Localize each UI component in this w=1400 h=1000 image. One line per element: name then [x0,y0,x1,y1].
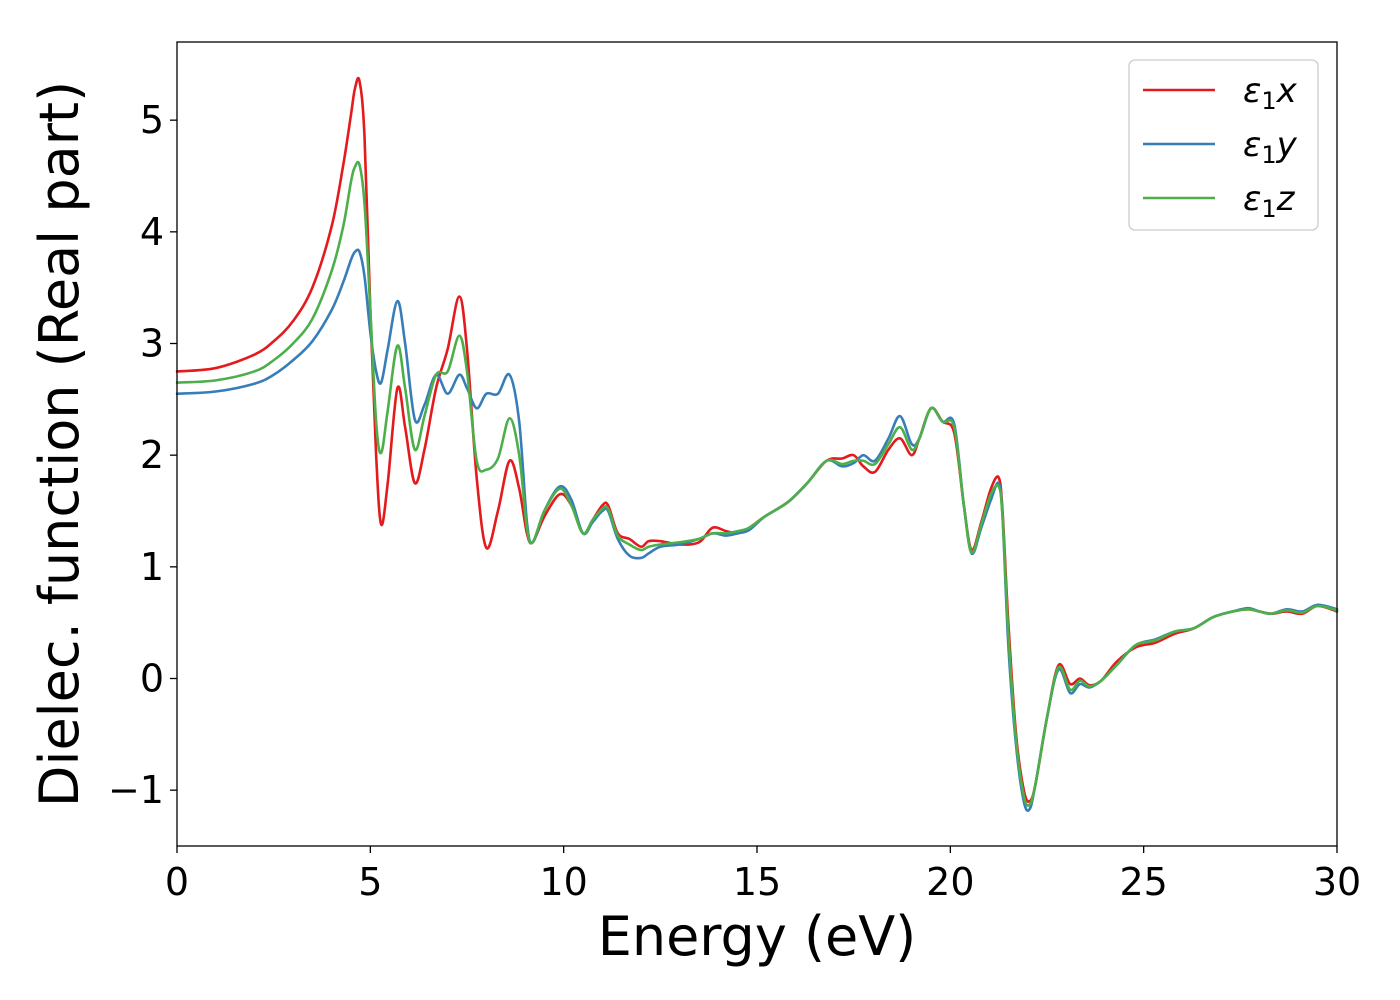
x-tick-label: 10 [539,860,587,904]
y-axis: −1 0 1 2 3 4 5 [108,98,177,812]
series-line-z [175,160,1339,807]
x-tick-label: 30 [1313,860,1361,904]
x-tick-label: 0 [165,860,189,904]
y-tick-label: −1 [108,768,164,812]
x-tick-label: 25 [1119,860,1167,904]
y-tick-label: 2 [140,433,164,477]
x-axis-title: Energy (eV) [598,905,917,968]
y-axis-title: Dielec. function (Real part) [28,81,91,807]
legend-label-y: ε1y [1243,125,1298,169]
y-tick-label: 5 [140,98,164,142]
legend-label-x: ε1x [1243,71,1298,115]
x-tick-label: 15 [733,860,781,904]
y-tick-label: 0 [140,657,164,701]
y-tick-label: 4 [140,210,164,254]
x-tick-label: 5 [358,860,382,904]
legend-label-z: ε1z [1243,179,1296,223]
x-tick-label: 20 [926,860,974,904]
legend: ε1x ε1y ε1z [1128,59,1319,231]
x-axis: 0 5 10 15 20 25 30 [165,846,1361,904]
series-layer [175,76,1339,812]
y-tick-label: 1 [140,545,164,589]
legend-box [1128,59,1319,231]
y-tick-label: 3 [140,322,164,366]
series-line-y [175,248,1339,812]
